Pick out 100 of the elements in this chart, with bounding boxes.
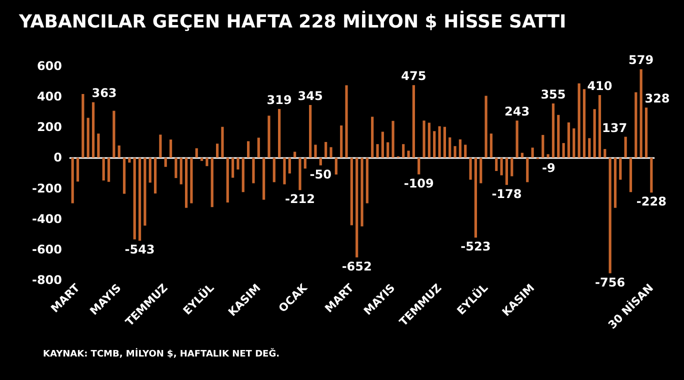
- bar: [82, 94, 84, 158]
- bar: [330, 147, 332, 158]
- bar: [283, 158, 286, 184]
- bar: [154, 158, 157, 194]
- data-label: 355: [540, 87, 566, 102]
- bar: [567, 122, 570, 158]
- bar: [454, 146, 456, 158]
- bar: [236, 158, 240, 170]
- bar: [272, 158, 276, 182]
- bar: [443, 126, 446, 158]
- bar: [650, 158, 653, 193]
- bar: [309, 104, 312, 158]
- bar: [356, 158, 358, 258]
- data-label: 319: [266, 92, 292, 107]
- bar: [371, 116, 374, 158]
- data-label: -212: [284, 192, 315, 206]
- data-label: -228: [636, 194, 666, 209]
- data-label: 579: [628, 53, 654, 68]
- bar: [174, 158, 178, 178]
- bar: [122, 158, 126, 194]
- bar: [386, 142, 390, 158]
- y-tick-label: -600: [32, 242, 62, 256]
- y-tick-label: 200: [36, 120, 62, 134]
- bar: [226, 158, 229, 202]
- bar: [112, 110, 116, 158]
- bar: [319, 158, 322, 166]
- bar: [448, 137, 452, 158]
- bar: [407, 150, 410, 158]
- bar: [500, 158, 503, 176]
- bar: [510, 158, 514, 176]
- y-tick-label: 600: [36, 59, 62, 73]
- text: KAYNAK: TCMB, MİLYON $, HAFTALIK NET DEĞ.: [43, 348, 280, 360]
- bar: [422, 120, 426, 158]
- bar: [242, 158, 244, 192]
- bar: [345, 85, 348, 158]
- bar: [340, 125, 343, 158]
- bar: [376, 144, 379, 158]
- bar: [578, 83, 580, 158]
- bar: [257, 138, 260, 158]
- data-label: 475: [401, 69, 426, 84]
- bar: [402, 144, 405, 158]
- bar: [148, 158, 152, 183]
- bar: [619, 158, 622, 180]
- bar: [304, 158, 306, 169]
- bar: [531, 148, 534, 158]
- bar: [247, 141, 250, 158]
- bar: [252, 158, 255, 184]
- data-label: -9: [542, 161, 556, 176]
- data-label: 410: [587, 79, 612, 94]
- bar: [480, 158, 482, 184]
- bar: [428, 122, 430, 158]
- bar: [71, 158, 74, 204]
- bar: [458, 139, 462, 158]
- y-tick-label: 0: [54, 150, 62, 165]
- bar: [86, 118, 90, 158]
- bar: [231, 158, 234, 178]
- bar: [268, 116, 270, 158]
- bar: [221, 126, 224, 158]
- bar: [608, 158, 612, 274]
- y-tick-label: -800: [32, 273, 62, 287]
- bar: [412, 85, 415, 158]
- chart-title: YABANCILAR GEÇEN HAFTA 228 MİLYON $ HİSSE SATTI: [18, 10, 566, 32]
- bar: [582, 89, 586, 158]
- bar: [557, 114, 560, 158]
- bar: [107, 158, 110, 182]
- bar: [644, 108, 648, 158]
- bar: [216, 144, 219, 158]
- bar: [438, 126, 441, 158]
- bar: [546, 154, 550, 158]
- bar: [334, 158, 338, 175]
- bar: [588, 138, 591, 158]
- bar: [505, 158, 508, 185]
- data-label: -109: [404, 176, 434, 190]
- bar: [614, 158, 617, 208]
- bar: [118, 145, 120, 158]
- bar: [195, 148, 198, 158]
- bar: [206, 158, 208, 166]
- bar: [133, 158, 136, 240]
- bar: [381, 132, 384, 158]
- y-tick-label: -200: [32, 181, 62, 196]
- data-label: 363: [92, 86, 117, 100]
- bar: [490, 134, 493, 158]
- data-label: 137: [602, 120, 628, 135]
- data-label: -523: [460, 240, 491, 254]
- bar: [180, 158, 182, 184]
- bar: [526, 158, 529, 182]
- bar: [92, 102, 95, 158]
- bar: [200, 158, 204, 161]
- y-tick-label: -400: [32, 212, 62, 226]
- bar: [164, 158, 167, 167]
- bar: [97, 134, 100, 158]
- bar: [640, 69, 642, 158]
- bar: [516, 120, 518, 158]
- bar: [495, 158, 498, 172]
- bar: [360, 158, 364, 226]
- bar: [634, 92, 638, 158]
- bar: [210, 158, 214, 208]
- bar: [314, 144, 317, 158]
- bar: [474, 158, 477, 238]
- bar: [572, 128, 576, 158]
